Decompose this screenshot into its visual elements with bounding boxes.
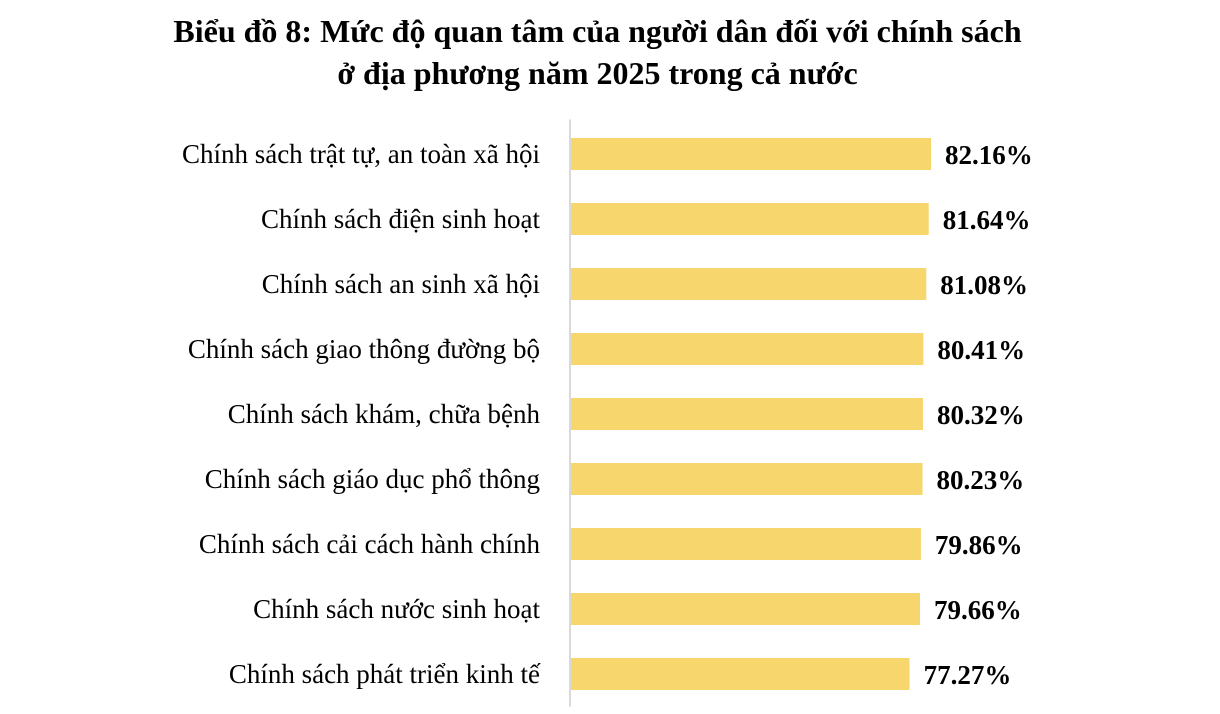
bar-9 <box>571 658 910 690</box>
category-label-8: Chính sách nước sinh hoạt <box>253 594 540 624</box>
category-label-7: Chính sách cải cách hành chính <box>199 529 541 559</box>
category-label-9: Chính sách phát triển kinh tế <box>229 659 541 689</box>
value-label-8: 79.66% <box>934 595 1022 625</box>
category-label-6: Chính sách giáo dục phổ thông <box>205 464 540 494</box>
bar-2 <box>571 203 929 235</box>
chart-title: Biểu đồ 8: Mức độ quan tâm của người dân… <box>0 10 1195 94</box>
category-label-3: Chính sách an sinh xã hội <box>262 269 540 299</box>
value-label-6: 80.23% <box>937 465 1025 495</box>
value-label-9: 77.27% <box>924 660 1012 690</box>
value-label-4: 80.41% <box>937 335 1025 365</box>
value-label-3: 81.08% <box>940 270 1028 300</box>
bar-6 <box>571 463 923 495</box>
bar-3 <box>571 268 927 300</box>
value-label-2: 81.64% <box>943 205 1031 235</box>
bar-1 <box>571 138 931 170</box>
chart-title-line-2: ở địa phương năm 2025 trong cả nước <box>337 55 858 91</box>
value-label-1: 82.16% <box>945 140 1033 170</box>
category-label-4: Chính sách giao thông đường bộ <box>188 334 540 364</box>
category-label-2: Chính sách điện sinh hoạt <box>261 204 540 234</box>
category-label-1: Chính sách trật tự, an toàn xã hội <box>182 139 540 169</box>
bar-4 <box>571 333 924 365</box>
category-label-5: Chính sách khám, chữa bệnh <box>228 399 541 429</box>
chart-title-line-1: Biểu đồ 8: Mức độ quan tâm của người dân… <box>173 13 1022 49</box>
value-label-7: 79.86% <box>935 530 1023 560</box>
bar-8 <box>571 593 921 625</box>
value-label-5: 80.32% <box>937 400 1025 430</box>
bar-7 <box>571 528 921 560</box>
bar-5 <box>571 398 923 430</box>
